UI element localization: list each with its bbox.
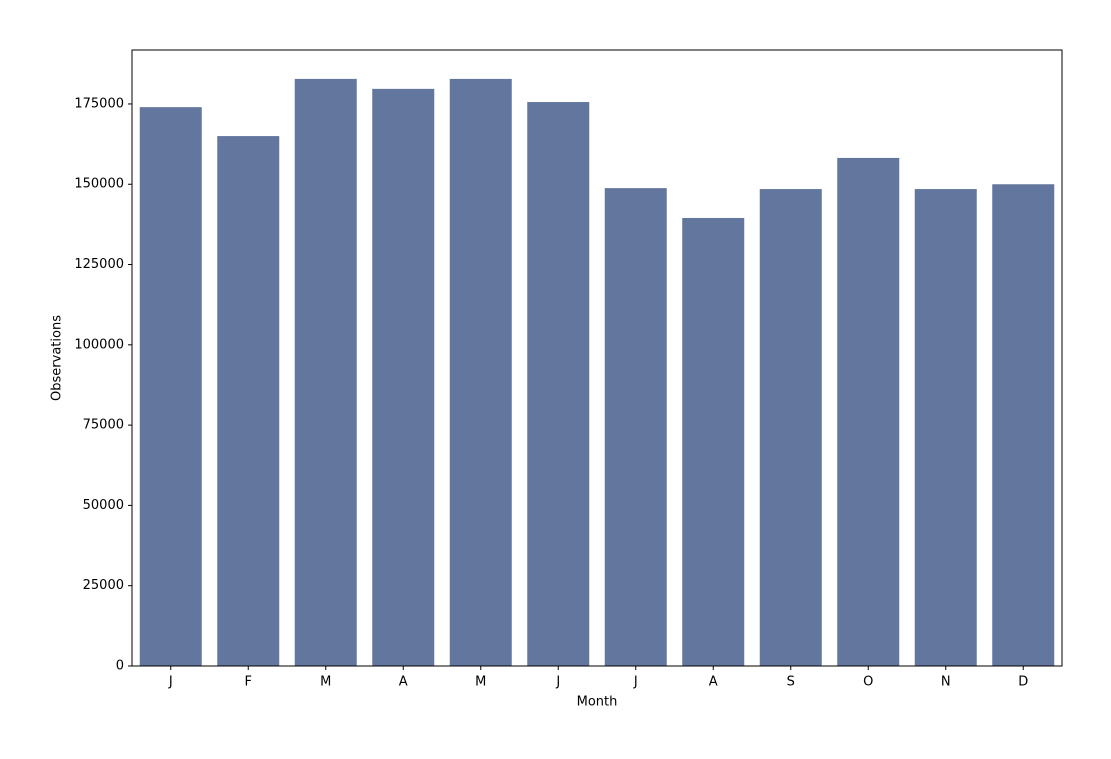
plot-frame (131, 49, 1063, 667)
x-axis-label: Month (577, 695, 618, 710)
x-tick-label: M (320, 675, 331, 690)
bar (837, 157, 900, 666)
bar (527, 102, 590, 667)
bar (294, 78, 357, 667)
x-tick-label: A (709, 675, 718, 690)
x-tick-label: D (1018, 675, 1028, 690)
x-tick-label: M (475, 675, 486, 690)
y-tick-label: 125000 (74, 257, 124, 272)
bar (139, 107, 202, 666)
y-tick-label: 100000 (74, 337, 124, 352)
y-axis-label: Observations (50, 315, 65, 401)
x-tick-label: F (245, 675, 252, 690)
x-tick-label: N (941, 675, 951, 690)
y-tick-label: 75000 (83, 418, 124, 433)
x-tick-label: J (633, 675, 638, 690)
bar (372, 88, 435, 666)
bar (449, 78, 512, 667)
bar (604, 188, 667, 667)
bar (759, 189, 822, 667)
y-tick-label: 175000 (74, 96, 124, 111)
y-tick-label: 150000 (74, 177, 124, 192)
y-tick-label: 0 (116, 659, 124, 674)
bar (914, 189, 977, 667)
bar (682, 217, 745, 666)
x-tick-label: J (168, 675, 173, 690)
x-tick-label: O (863, 675, 873, 690)
bar (992, 184, 1055, 666)
x-tick-label: S (787, 675, 795, 690)
bar (217, 136, 280, 666)
y-tick-label: 50000 (83, 498, 124, 513)
y-tick-label: 25000 (83, 578, 124, 593)
x-tick-label: A (399, 675, 408, 690)
x-tick-label: J (555, 675, 560, 690)
